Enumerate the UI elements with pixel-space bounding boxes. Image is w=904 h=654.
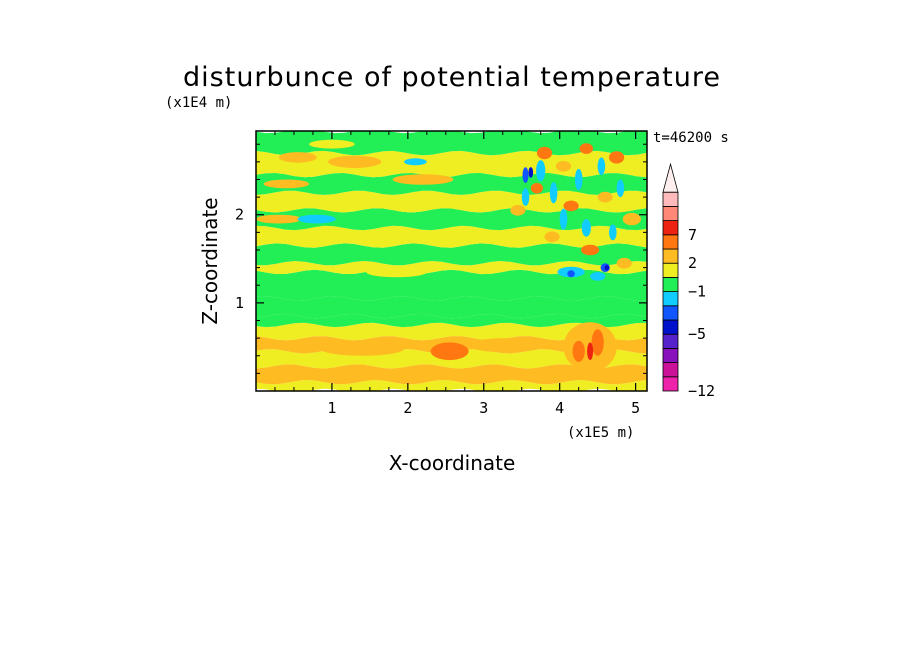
contour-band <box>256 243 647 266</box>
x-tick-label: 2 <box>403 399 412 417</box>
contour-blob <box>563 200 579 212</box>
contour-blob <box>555 161 572 172</box>
colorbar-swatch <box>662 262 679 278</box>
contour-band <box>256 296 647 319</box>
contour-blob <box>581 244 600 256</box>
contour-blob <box>404 158 427 166</box>
contour-band <box>256 225 647 248</box>
y-axis-unit: (x1E4 m) <box>165 95 232 111</box>
colorbar-swatch <box>662 376 679 392</box>
contour-blob <box>609 224 617 241</box>
contour-blob <box>528 167 534 178</box>
contour-blob <box>530 183 544 194</box>
contour-band <box>256 380 647 391</box>
contour-blob <box>604 265 610 271</box>
contour-blob <box>256 214 302 224</box>
contour-band <box>256 313 647 328</box>
colorbar-swatch <box>662 291 679 307</box>
contour-blob <box>510 205 526 216</box>
y-axis-label: Z-coordinate <box>198 197 222 324</box>
contour-blob <box>536 146 553 160</box>
colorbar-swatch <box>662 333 679 349</box>
colorbar-label: 2 <box>688 254 697 272</box>
colorbar-swatch <box>662 319 679 335</box>
contour-band <box>256 364 647 385</box>
colorbar-swatch <box>662 205 679 221</box>
contour-blob <box>521 188 530 206</box>
colorbar-swatch <box>662 220 679 236</box>
contour-blob <box>366 266 427 278</box>
contour-blob <box>320 341 405 356</box>
contour-blob <box>622 212 641 226</box>
colorbar-swatch <box>662 248 679 264</box>
contour-blob <box>309 139 355 149</box>
contour-blob <box>544 231 560 243</box>
colorbar-swatch <box>662 347 679 363</box>
colorbar-label: −5 <box>688 325 706 343</box>
contour-blob <box>392 174 454 185</box>
x-tick-label: 5 <box>631 399 640 417</box>
colorbar-swatch <box>662 234 679 250</box>
y-tick-label: 2 <box>235 206 244 224</box>
contour-blob <box>263 179 310 189</box>
contour-blob <box>597 191 613 203</box>
contour-blob <box>597 157 606 176</box>
chart-title: disturbunce of potential temperature <box>183 62 721 93</box>
contour-band <box>256 190 647 213</box>
colorbar-swatch <box>662 305 679 321</box>
colorbar-label: 7 <box>688 226 697 244</box>
contour-blob <box>616 179 625 198</box>
contour-blob <box>581 219 591 237</box>
contour-blob <box>328 155 382 168</box>
plot-frame <box>255 130 648 392</box>
contour-blob <box>587 342 594 361</box>
colorbar-label: −12 <box>688 382 715 400</box>
contour-blob <box>591 329 604 356</box>
contour-blob <box>590 272 606 281</box>
contour-band <box>256 150 647 178</box>
colorbar-swatch <box>662 362 679 378</box>
contour-blob <box>579 143 594 154</box>
contour-blob <box>468 338 545 353</box>
contour-blob <box>278 152 317 163</box>
colorbar-label: −1 <box>688 283 706 301</box>
contour-band <box>256 208 647 231</box>
contour-blob <box>616 257 632 269</box>
y-axis-ticks: 12 <box>235 143 647 374</box>
x-axis-label: X-coordinate <box>389 451 516 475</box>
x-tick-label: 3 <box>479 399 488 417</box>
colorbar-extend-triangle <box>662 162 679 193</box>
contour-blob <box>609 151 625 164</box>
x-axis-ticks: 1 2 3 4 5 <box>274 131 640 417</box>
contour-blob <box>430 342 469 361</box>
contour-blob <box>574 168 583 191</box>
x-tick-label: 4 <box>555 399 564 417</box>
y-tick-label: 1 <box>235 294 244 312</box>
contour-field <box>256 131 647 391</box>
contour-blob <box>297 214 336 224</box>
contour-band <box>256 173 647 195</box>
colorbar: −12−5−127 <box>662 162 715 400</box>
contour-band <box>256 322 647 341</box>
contour-band <box>256 269 647 301</box>
contour-blob <box>549 182 558 204</box>
colorbar-swatch <box>662 276 679 292</box>
contour-blob <box>572 340 585 362</box>
contour-blob <box>536 160 546 182</box>
x-axis-unit: (x1E5 m) <box>567 425 634 441</box>
contour-band <box>256 261 647 275</box>
x-tick-label: 1 <box>327 399 336 417</box>
colorbar-swatch <box>662 191 679 207</box>
time-label: t=46200 s <box>653 130 729 146</box>
contour-blob <box>567 270 575 278</box>
contour-blob <box>559 208 568 230</box>
contour-blob <box>522 167 529 184</box>
